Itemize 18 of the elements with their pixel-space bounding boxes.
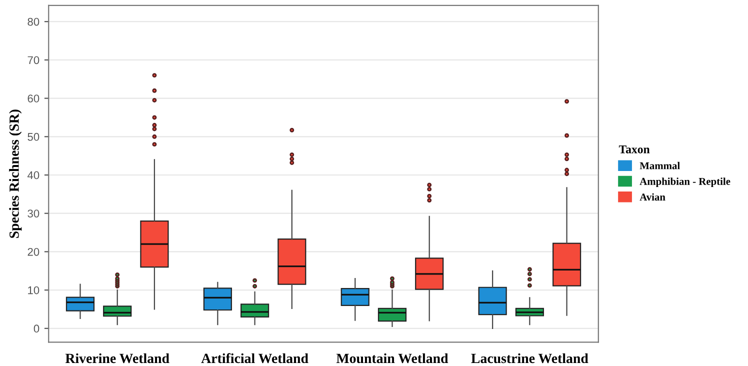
legend-title: Taxon [618,145,650,154]
y-tick-label: 80 [28,18,40,26]
legend-label: Mammal [640,162,680,170]
y-axis-title: Species Richness (SR) [9,110,22,238]
x-tick-label: Riverine Wetland [65,353,170,364]
x-tick-label: Mountain Wetland [336,353,448,364]
y-tick-label: 0 [34,324,40,333]
y-tick-label: 50 [28,132,40,141]
y-tick-label: 10 [28,286,40,294]
y-tick-label: 30 [28,210,40,218]
x-tick-label: Artificial Wetland [201,353,308,364]
y-tick-label: 20 [28,248,40,256]
legend-label: Avian [640,193,666,201]
y-tick-label: 70 [28,56,40,64]
legend-label: Amphibian - Reptile [640,178,730,188]
x-tick-label: Lacustrine Wetland [471,353,588,364]
y-tick-label: 40 [27,171,40,180]
y-tick-label: 60 [28,94,40,102]
